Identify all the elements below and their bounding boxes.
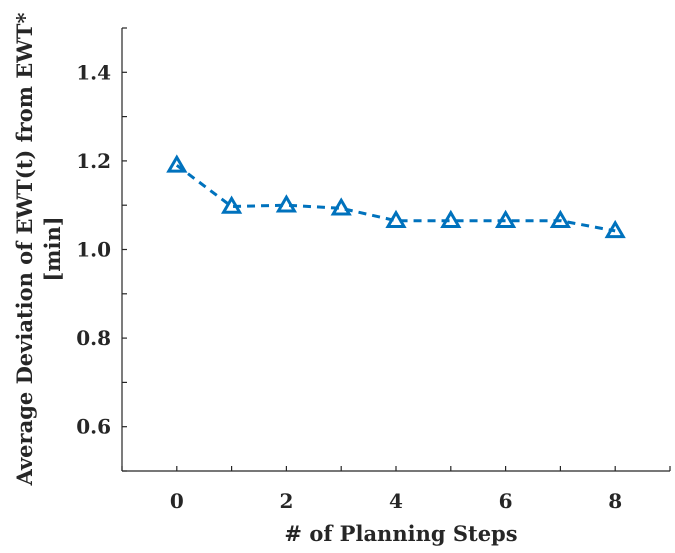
data-point <box>494 209 517 228</box>
y-tick-label: 1.2 <box>76 149 111 173</box>
x-axis-label: # of Planning Steps <box>284 521 517 546</box>
y-axis-label: Average Deviation of EWT(t) from EWT* [m… <box>12 13 65 487</box>
y-axis-label-line-2: [min] <box>40 216 65 281</box>
data-point <box>166 154 188 173</box>
y-tick-label: 1.0 <box>76 238 111 262</box>
y-ticks: 0.6 0.8 1.0 1.2 1.4 <box>76 27 127 472</box>
y-tick-label: 0.8 <box>76 326 111 350</box>
x-ticks: 0 2 4 6 8 <box>121 466 671 513</box>
data-point <box>440 209 462 228</box>
data-point <box>604 219 626 239</box>
data-point <box>330 197 352 216</box>
y-axis-label-line-1: Average Deviation of EWT(t) from EWT* <box>12 13 37 487</box>
x-tick-label: 2 <box>279 489 293 513</box>
x-tick-label: 0 <box>170 489 184 513</box>
axes <box>121 28 670 472</box>
x-tick-label: 6 <box>499 489 513 513</box>
x-tick-label: 4 <box>389 489 403 513</box>
x-tick-label: 8 <box>608 489 622 513</box>
data-point <box>275 194 298 213</box>
data-point <box>220 195 243 214</box>
series-line <box>175 164 616 233</box>
y-tick-label: 0.6 <box>76 415 111 439</box>
series <box>166 154 626 239</box>
data-point <box>549 209 572 228</box>
data-point <box>385 209 407 228</box>
y-tick-label: 1.4 <box>76 60 111 84</box>
